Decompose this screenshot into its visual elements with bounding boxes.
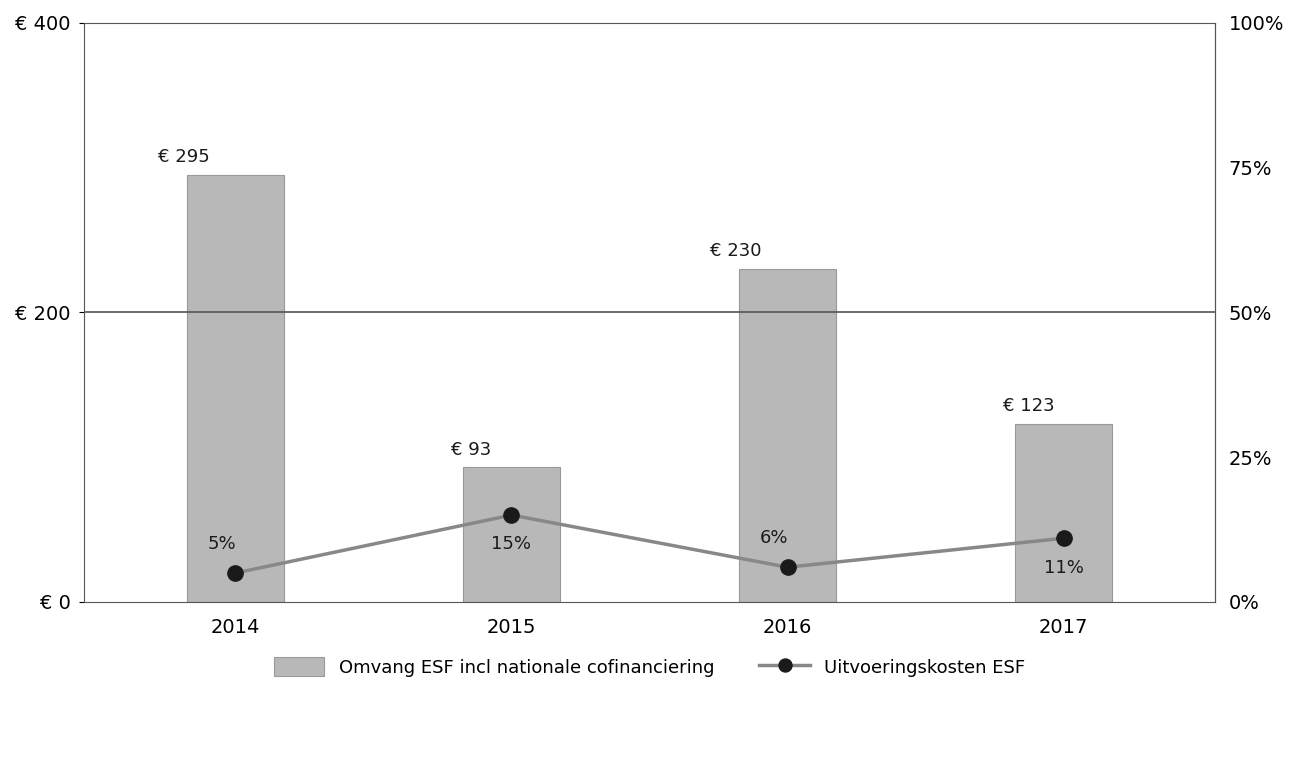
Text: 15%: 15%: [491, 536, 531, 553]
Legend: Omvang ESF incl nationale cofinanciering, Uitvoeringskosten ESF: Omvang ESF incl nationale cofinanciering…: [265, 649, 1034, 686]
Bar: [1016, 423, 1112, 602]
Bar: [464, 467, 560, 602]
Text: € 230: € 230: [711, 242, 761, 260]
Bar: [739, 269, 835, 602]
Text: € 93: € 93: [451, 440, 491, 459]
Bar: [187, 175, 283, 602]
Text: 11%: 11%: [1043, 559, 1083, 577]
Text: 5%: 5%: [208, 535, 236, 552]
Text: € 295: € 295: [158, 148, 210, 166]
Text: 6%: 6%: [760, 529, 788, 547]
Text: € 123: € 123: [1003, 397, 1055, 415]
